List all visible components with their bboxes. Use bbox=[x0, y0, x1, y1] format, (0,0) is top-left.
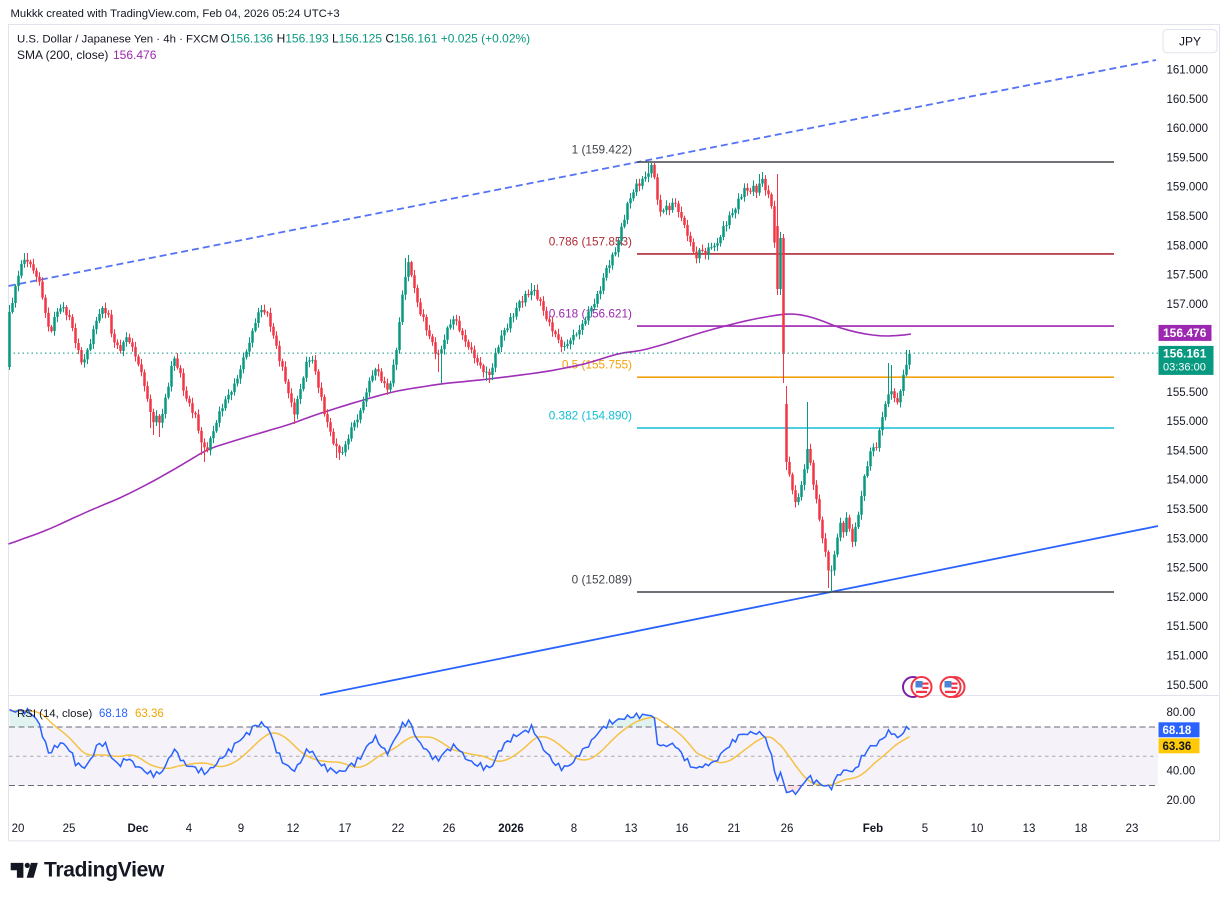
svg-text:Feb: Feb bbox=[863, 823, 883, 835]
svg-text:9: 9 bbox=[238, 823, 244, 835]
svg-text:16: 16 bbox=[676, 823, 689, 835]
svg-text:63.36: 63.36 bbox=[1163, 741, 1192, 753]
svg-text:4: 4 bbox=[186, 823, 193, 835]
svg-text:Dec: Dec bbox=[127, 823, 149, 835]
svg-text:154.000: 154.000 bbox=[1167, 475, 1209, 487]
svg-text:151.500: 151.500 bbox=[1167, 621, 1209, 633]
svg-text:17: 17 bbox=[339, 823, 352, 835]
svg-text:18: 18 bbox=[1075, 823, 1088, 835]
svg-text:0.618 (156.621): 0.618 (156.621) bbox=[549, 307, 632, 321]
svg-text:13: 13 bbox=[1023, 823, 1036, 835]
svg-text:155.500: 155.500 bbox=[1167, 387, 1209, 399]
svg-text:152.500: 152.500 bbox=[1167, 563, 1209, 575]
svg-text:152.000: 152.000 bbox=[1167, 592, 1209, 604]
svg-text:156.476: 156.476 bbox=[113, 48, 157, 62]
svg-text:2026: 2026 bbox=[498, 823, 524, 835]
svg-text:156.476: 156.476 bbox=[1163, 326, 1207, 340]
svg-text:160.000: 160.000 bbox=[1167, 123, 1209, 135]
svg-text:21: 21 bbox=[728, 823, 741, 835]
svg-text:0.5 (155.755): 0.5 (155.755) bbox=[562, 358, 632, 372]
svg-text:Mukkk created with TradingView: Mukkk created with TradingView.com, Feb … bbox=[11, 8, 340, 20]
svg-text:12: 12 bbox=[287, 823, 300, 835]
svg-text:158.500: 158.500 bbox=[1167, 211, 1209, 223]
svg-text:13: 13 bbox=[625, 823, 638, 835]
svg-text:TradingView: TradingView bbox=[44, 859, 165, 882]
svg-text:150.500: 150.500 bbox=[1167, 680, 1209, 692]
svg-text:68.18: 68.18 bbox=[1163, 725, 1192, 737]
svg-text:8: 8 bbox=[571, 823, 577, 835]
svg-text:26: 26 bbox=[443, 823, 456, 835]
svg-text:25: 25 bbox=[63, 823, 76, 835]
svg-text:68.18: 68.18 bbox=[99, 708, 128, 720]
svg-text:23: 23 bbox=[1126, 823, 1139, 835]
svg-text:80.00: 80.00 bbox=[1167, 707, 1196, 719]
svg-text:40.00: 40.00 bbox=[1167, 766, 1196, 778]
svg-text:RSI (14, close): RSI (14, close) bbox=[17, 708, 93, 720]
svg-text:22: 22 bbox=[392, 823, 405, 835]
svg-text:63.36: 63.36 bbox=[135, 708, 164, 720]
svg-text:157.500: 157.500 bbox=[1167, 270, 1209, 282]
svg-text:151.000: 151.000 bbox=[1167, 651, 1209, 663]
svg-text:157.000: 157.000 bbox=[1167, 299, 1209, 311]
svg-text:O156.136 H156.193 L156.125 C15: O156.136 H156.193 L156.125 C156.161 +0.0… bbox=[221, 32, 531, 46]
svg-text:JPY: JPY bbox=[1179, 35, 1201, 49]
svg-text:160.500: 160.500 bbox=[1167, 94, 1209, 106]
svg-text:0.382 (154.890): 0.382 (154.890) bbox=[549, 409, 632, 423]
svg-text:20.00: 20.00 bbox=[1167, 795, 1196, 807]
svg-text:153.500: 153.500 bbox=[1167, 504, 1209, 516]
svg-text:SMA (200, close): SMA (200, close) bbox=[17, 48, 108, 62]
svg-text:159.500: 159.500 bbox=[1167, 152, 1209, 164]
svg-text:156.161: 156.161 bbox=[1163, 347, 1207, 361]
svg-text:5: 5 bbox=[922, 823, 928, 835]
svg-text:26: 26 bbox=[781, 823, 794, 835]
svg-text:159.000: 159.000 bbox=[1167, 182, 1209, 194]
svg-text:0 (152.089): 0 (152.089) bbox=[572, 573, 632, 587]
svg-text:1 (159.422): 1 (159.422) bbox=[572, 143, 632, 157]
svg-text:U.S. Dollar / Japanese Yen · 4: U.S. Dollar / Japanese Yen · 4h · FXCM bbox=[17, 34, 218, 46]
svg-text:20: 20 bbox=[12, 823, 25, 835]
svg-text:154.500: 154.500 bbox=[1167, 445, 1209, 457]
svg-text:0.786 (157.853): 0.786 (157.853) bbox=[549, 234, 632, 248]
svg-text:153.000: 153.000 bbox=[1167, 533, 1209, 545]
svg-text:161.000: 161.000 bbox=[1167, 65, 1209, 77]
svg-text:155.000: 155.000 bbox=[1167, 416, 1209, 428]
svg-text:03:36:00: 03:36:00 bbox=[1163, 362, 1206, 374]
svg-text:158.000: 158.000 bbox=[1167, 240, 1209, 252]
svg-text:10: 10 bbox=[971, 823, 984, 835]
